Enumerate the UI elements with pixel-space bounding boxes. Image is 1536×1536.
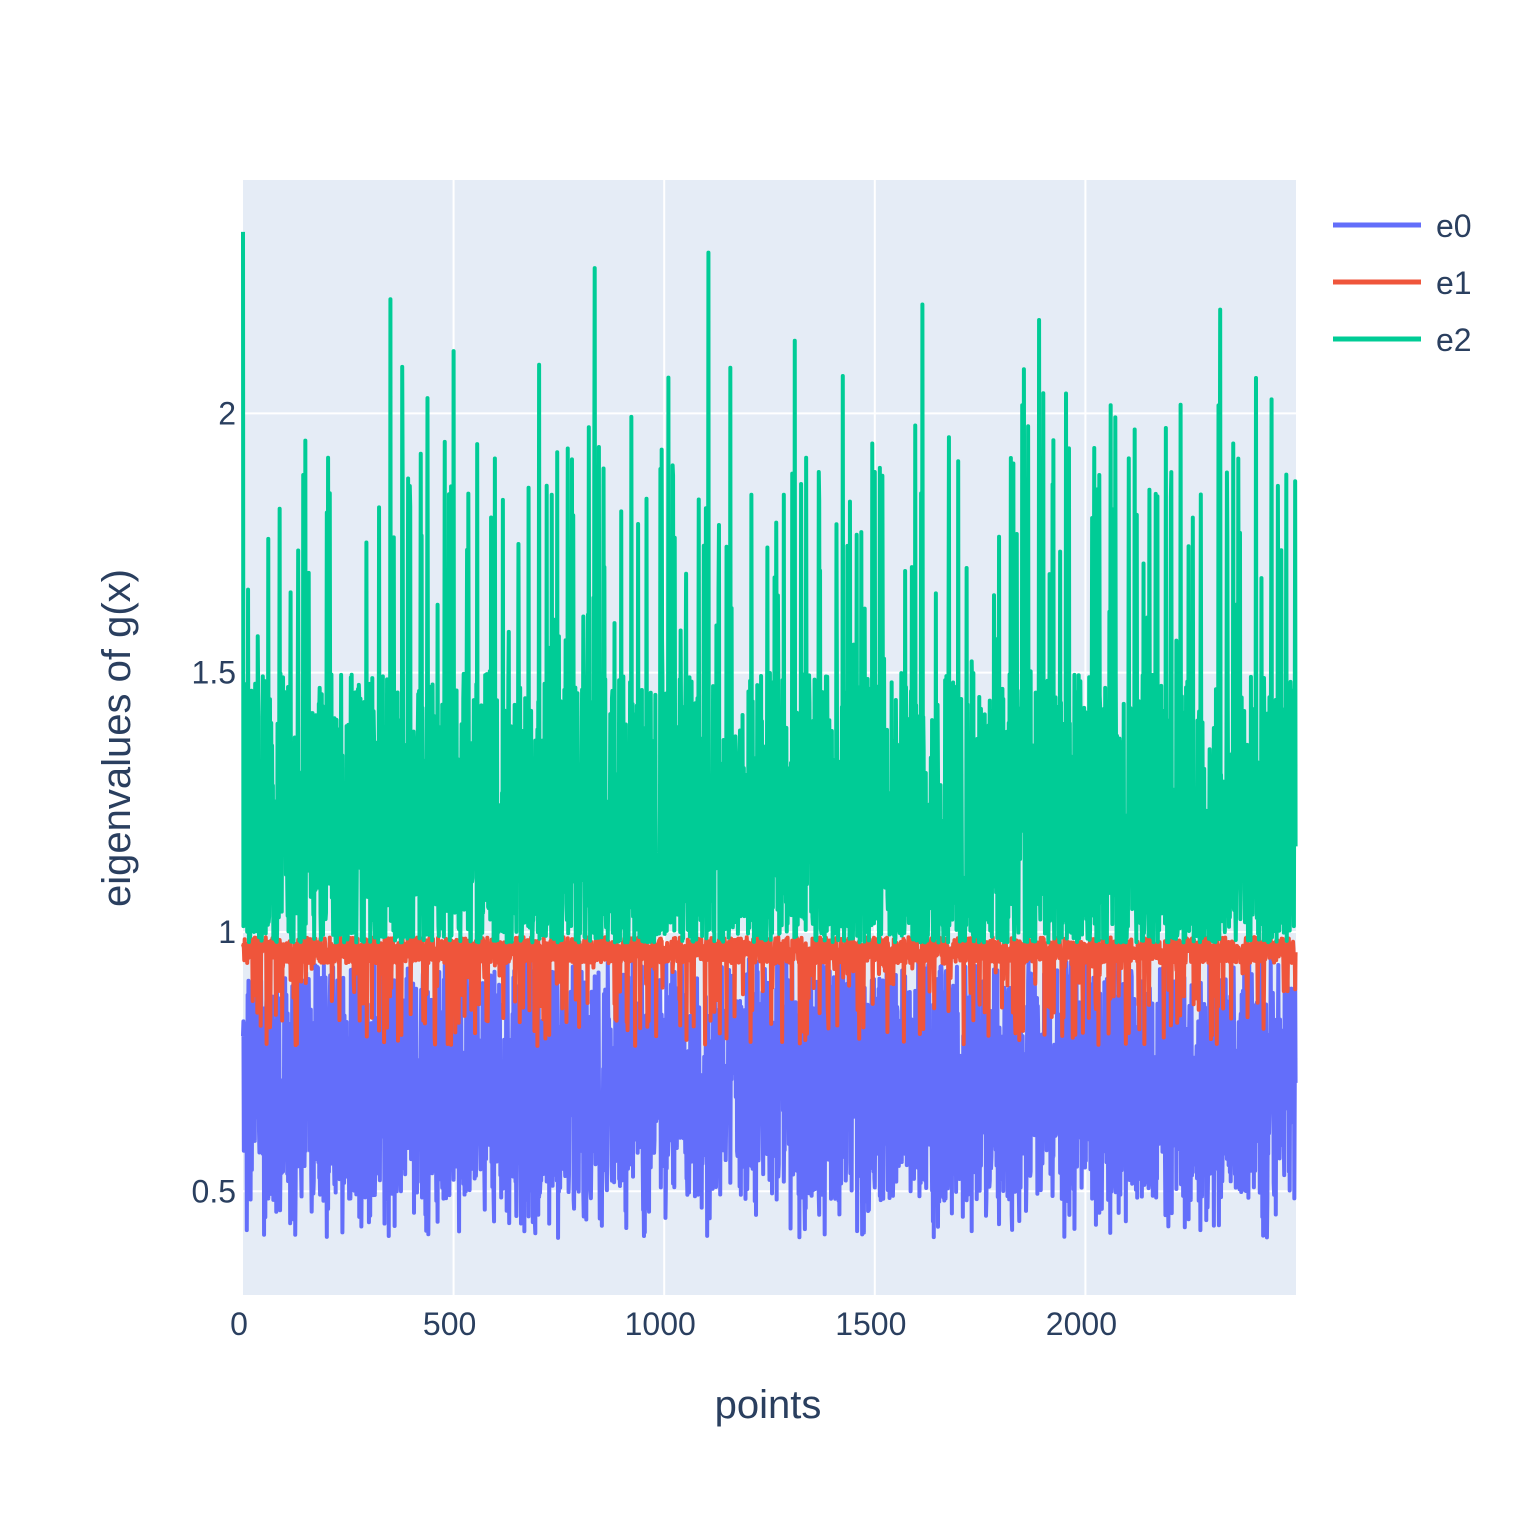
series-line-e2: [241, 231, 1298, 945]
y-axis-title: eigenvalues of g(x): [95, 569, 139, 907]
series-layer: [241, 231, 1298, 1240]
y-tick-label: 2: [218, 395, 236, 431]
x-tick-label: 500: [423, 1306, 476, 1342]
x-tick-labels: 0 500 1000 1500 2000: [230, 1306, 1117, 1342]
legend: e0 e1 e2: [1333, 208, 1472, 358]
x-axis-title: points: [715, 1383, 822, 1427]
series-line-e0: [241, 956, 1298, 1240]
y-tick-label: 1: [218, 914, 236, 950]
x-tick-label: 0: [230, 1306, 248, 1342]
y-tick-label: 1.5: [192, 655, 236, 691]
y-tick-labels: 0.5 1 1.5 2: [192, 395, 236, 1209]
legend-label-e1: e1: [1436, 265, 1472, 301]
x-tick-label: 2000: [1046, 1306, 1117, 1342]
x-tick-label: 1500: [835, 1306, 906, 1342]
legend-label-e2: e2: [1436, 322, 1472, 358]
y-tick-label: 0.5: [192, 1173, 236, 1209]
legend-label-e0: e0: [1436, 208, 1472, 244]
x-tick-label: 1000: [625, 1306, 696, 1342]
